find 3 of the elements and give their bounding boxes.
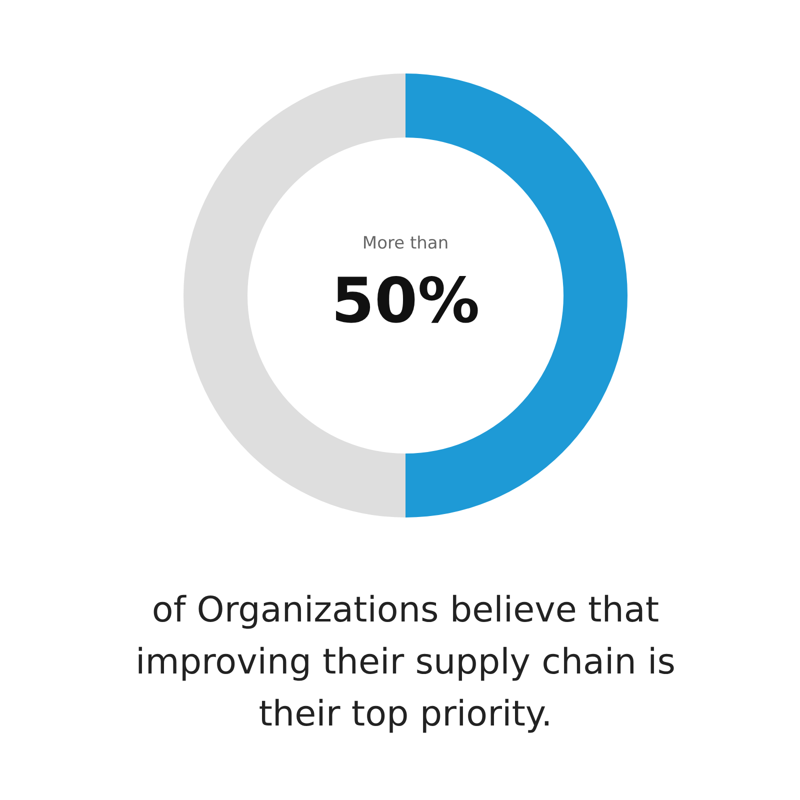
text: More than xyxy=(362,234,449,254)
text: of Organizations believe that improving their supply chain is their top priority. xyxy=(136,590,676,734)
text: 50% xyxy=(331,264,480,337)
